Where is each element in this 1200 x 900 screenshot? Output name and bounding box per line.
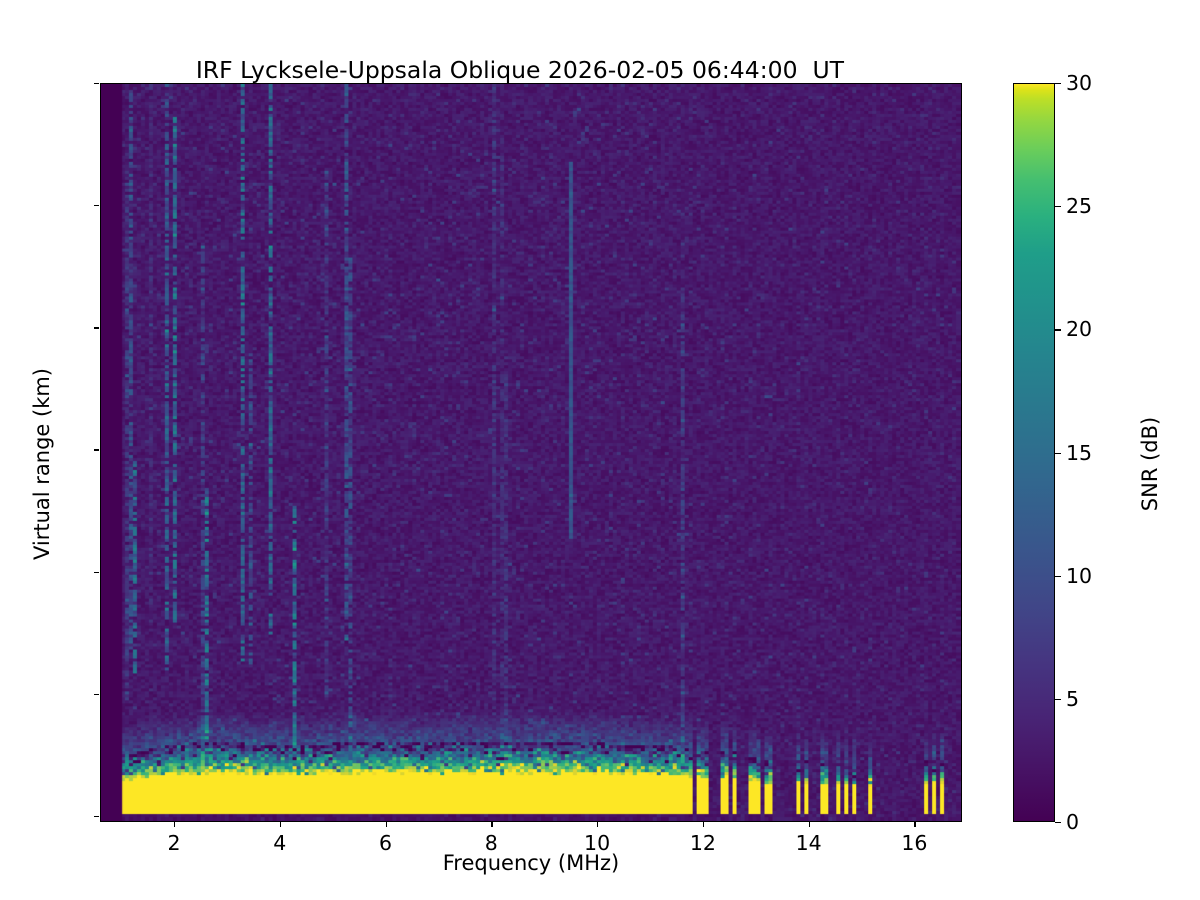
y-tick-mark	[94, 327, 99, 329]
x-tick-mark	[385, 822, 387, 827]
colorbar-tick-label: 5	[1066, 686, 1080, 711]
colorbar-tick-mark	[1055, 822, 1061, 824]
colorbar-tick-label: 20	[1066, 317, 1093, 342]
y-tick-mark	[94, 83, 99, 85]
x-tick-mark	[491, 822, 493, 827]
y-tick-mark	[94, 571, 99, 573]
colorbar-tick-mark	[1055, 206, 1061, 208]
x-tick-mark	[808, 822, 810, 827]
ionogram-plot-area[interactable]	[100, 83, 962, 822]
colorbar-tick-mark	[1055, 698, 1061, 701]
colorbar-tick-label: 30	[1066, 71, 1093, 95]
y-tick-mark	[94, 815, 99, 818]
x-tick-label: 16	[901, 831, 928, 855]
x-tick-label: 6	[379, 831, 393, 855]
colorbar-tick-label: 15	[1066, 440, 1093, 465]
x-tick-label: 8	[484, 831, 498, 855]
colorbar-tick-mark	[1055, 452, 1061, 454]
figure-title-line1: IRF Lycksele-Uppsala Oblique 2026-02-05 …	[195, 56, 845, 84]
ionogram-heatmap-canvas	[101, 84, 961, 821]
colorbar-tick-mark	[1055, 83, 1061, 85]
colorbar-label: SNR (dB)	[1138, 416, 1162, 512]
x-axis-label: Frequency (MHz)	[442, 851, 620, 875]
x-tick-label: 14	[795, 831, 822, 855]
x-tick-label: 4	[273, 831, 287, 855]
colorbar-tick-mark	[1055, 575, 1061, 577]
colorbar-tick-mark	[1055, 329, 1061, 331]
y-tick-mark	[94, 449, 99, 451]
x-tick-label: 12	[689, 831, 716, 855]
x-tick-mark	[914, 822, 916, 827]
colorbar-tick-label: 0	[1066, 810, 1080, 834]
x-tick-mark	[174, 822, 176, 827]
x-tick-label: 10	[584, 831, 611, 855]
colorbar-tick-label: 25	[1066, 194, 1093, 219]
x-tick-mark	[279, 822, 282, 827]
colorbar-tick-label: 10	[1066, 563, 1093, 588]
x-tick-label: 2	[167, 831, 181, 855]
y-axis-label: Virtual range (km)	[30, 367, 54, 561]
x-tick-mark	[597, 822, 599, 827]
colorbar[interactable]	[1013, 83, 1055, 822]
y-tick-mark	[94, 205, 99, 207]
y-tick-mark	[94, 693, 99, 696]
x-tick-mark	[702, 822, 705, 827]
